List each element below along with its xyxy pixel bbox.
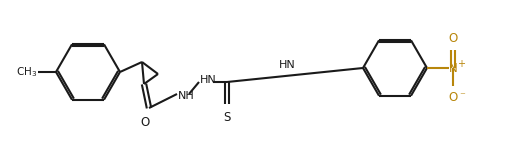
Text: N: N — [449, 62, 458, 74]
Text: CH$_3$: CH$_3$ — [16, 65, 37, 79]
Text: HN: HN — [279, 60, 296, 70]
Text: +: + — [457, 59, 465, 69]
Text: O: O — [448, 32, 458, 45]
Text: HN: HN — [200, 75, 217, 85]
Text: O: O — [448, 91, 458, 104]
Text: ⁻: ⁻ — [459, 91, 465, 101]
Text: NH: NH — [178, 91, 195, 101]
Text: O: O — [140, 116, 150, 129]
Text: S: S — [223, 111, 230, 124]
